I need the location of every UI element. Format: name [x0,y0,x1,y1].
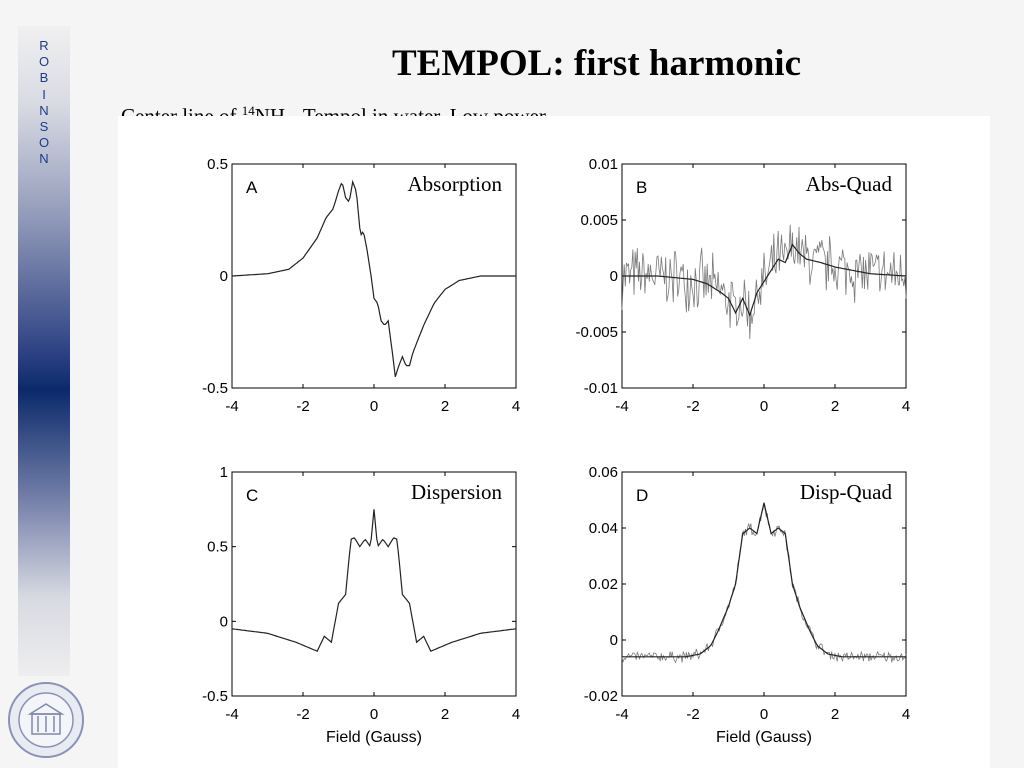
robinson-letter: O [38,54,50,70]
y-tick-label: 0.5 [207,156,228,173]
x-tick-label: 4 [902,706,910,723]
x-axis-label: Field (Gauss) [326,729,422,746]
robinson-letter: N [39,102,49,118]
x-tick-label: 2 [441,398,449,415]
panel-a: -4 -2 0 2 4 0.5 0 -0.5 A Absorption [202,156,520,415]
robinson-letter: N [39,151,49,167]
panel-title: Absorption [408,172,503,196]
x-tick-label: -4 [615,706,628,723]
panel-c: -4 -2 0 2 4 1 0.5 0 -0.5 C Dispersion Field (Gauss) [202,464,520,746]
y-tick-label: 0 [220,268,228,285]
plot-frame [231,163,517,389]
y-tick-label: -0.005 [575,324,618,341]
y-tick-label: 0 [610,268,618,285]
y-tick-label: -0.5 [202,688,228,705]
x-tick-label: -2 [686,706,699,723]
x-tick-label: 0 [760,706,768,723]
plot-frame [231,471,517,697]
y-tick-label: -0.5 [202,380,228,397]
y-tick-label: -0.01 [584,380,618,397]
y-tick-label: 0 [220,613,228,630]
panel-title: Abs-Quad [806,172,893,196]
x-tick-label: -4 [225,706,238,723]
y-tick-label: 0.005 [580,212,618,229]
x-tick-label: 4 [512,398,520,415]
series-line [622,502,906,658]
y-tick-label: 0.06 [589,464,618,481]
robinson-vertical-label: R O B I N S O N [18,38,70,168]
panel-b: -4 -2 0 2 4 0.01 0.005 0 -0.005 -0.01 B Abs-Quad [575,156,910,415]
x-axis-label: Field (Gauss) [716,729,812,746]
x-tick-label: -4 [615,398,628,415]
x-tick-label: 2 [831,398,839,415]
panel-title: Disp-Quad [800,480,893,504]
panel-title: Dispersion [411,480,502,504]
x-tick-label: -4 [225,398,238,415]
y-tick-label: 0.01 [589,156,618,173]
y-tick-label: 1 [220,464,228,481]
university-seal-logo [8,682,84,758]
y-tick-label: 0.02 [589,576,618,593]
robinson-letter: B [39,70,49,86]
robinson-letter: S [39,119,49,135]
panel-d: -4 -2 0 2 4 0.06 0.04 0.02 0 -0.02 D Disp-Quad Field… [584,464,910,746]
y-tick-label: 0 [610,632,618,649]
robinson-letter: O [38,135,50,151]
y-tick-label: 0.04 [589,520,618,537]
x-tick-label: 0 [370,398,378,415]
panel-letter: C [246,486,258,505]
x-tick-label: 2 [441,706,449,723]
subtitle-sup: 14 [241,103,255,118]
x-tick-label: -2 [296,706,309,723]
y-tick-label: 0.5 [207,539,228,556]
series-line [622,243,907,317]
panel-letter: D [636,486,648,505]
sidebar-gradient-bar [18,26,70,676]
robinson-letter: R [39,38,49,53]
x-tick-label: 0 [760,398,768,415]
robinson-letter: I [42,86,46,102]
x-tick-label: 2 [831,706,839,723]
y-tick-label: -0.02 [584,688,618,705]
x-tick-label: 4 [902,398,910,415]
x-tick-label: 4 [512,706,520,723]
panel-letter: A [246,178,258,197]
series-line [231,179,516,377]
x-tick-label: -2 [686,398,699,415]
slide-title: TEMPOL: first harmonic [392,43,802,84]
x-tick-label: 0 [370,706,378,723]
series-line [231,509,517,652]
series-line-noisy [621,224,907,340]
panel-letter: B [636,178,647,197]
x-tick-label: -2 [296,398,309,415]
